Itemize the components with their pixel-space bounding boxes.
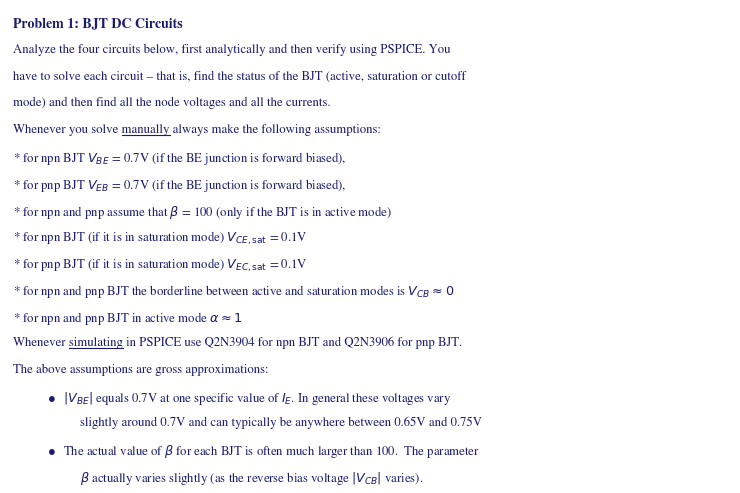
Text: •: • (48, 446, 56, 459)
Text: * for npn BJT (if it is in saturation mode) $V_{CE,\mathrm{sat}}$ = 0.1V: * for npn BJT (if it is in saturation mo… (13, 230, 308, 247)
Text: * for pnp BJT $V_{EB}$ = 0.7V (if the BE junction is forward biased),: * for pnp BJT $V_{EB}$ = 0.7V (if the BE… (13, 177, 347, 194)
Text: * for npn and pnp BJT in active mode $\alpha \approx 1$: * for npn and pnp BJT in active mode $\a… (13, 310, 243, 327)
Text: $|V_{BE}|$ equals 0.7V at one specific value of $I_E$. In general these voltages: $|V_{BE}|$ equals 0.7V at one specific v… (63, 390, 451, 407)
Text: have to solve each circuit – that is, find the status of the BJT (active, satura: have to solve each circuit – that is, fi… (13, 70, 466, 82)
Text: Whenever: Whenever (13, 337, 70, 349)
Text: * for npn BJT $V_{BE}$ = 0.7V (if the BE junction is forward biased),: * for npn BJT $V_{BE}$ = 0.7V (if the BE… (13, 150, 347, 167)
Text: The above assumptions are gross approximations:: The above assumptions are gross approxim… (13, 363, 269, 376)
Text: Analyze the four circuits below, first analytically and then verify using PSPICE: Analyze the four circuits below, first a… (13, 44, 451, 56)
Text: Whenever simulating: Whenever simulating (13, 337, 123, 349)
Text: * for npn and pnp assume that $\beta$ = 100 (only if the BJT is in active mode): * for npn and pnp assume that $\beta$ = … (13, 204, 392, 220)
Text: $\beta$ actually varies slightly (as the reverse bias voltage $|V_{CB}|$ varies): $\beta$ actually varies slightly (as the… (80, 470, 423, 487)
Text: mode) and then find all the node voltages and all the currents.: mode) and then find all the node voltage… (13, 97, 331, 109)
Text: Whenever you solve manually: Whenever you solve manually (13, 124, 169, 136)
Text: * for pnp BJT (if it is in saturation mode) $V_{EC,\mathrm{sat}}$ = 0.1V: * for pnp BJT (if it is in saturation mo… (13, 257, 308, 274)
Text: Whenever simulating in PSPICE use Q2N3904 for npn BJT and Q2N3906 for pnp BJT.: Whenever simulating in PSPICE use Q2N390… (13, 337, 462, 349)
Text: * for npn and pnp BJT the borderline between active and saturation modes is $V_{: * for npn and pnp BJT the borderline bet… (13, 283, 454, 300)
Text: slightly around 0.7V and can typically be anywhere between 0.65V and 0.75V: slightly around 0.7V and can typically b… (80, 417, 482, 429)
Text: •: • (48, 392, 56, 406)
Text: Whenever you solve: Whenever you solve (13, 124, 122, 136)
Text: Problem 1: BJT DC Circuits: Problem 1: BJT DC Circuits (13, 17, 183, 30)
Text: Whenever you solve manually always make the following assumptions:: Whenever you solve manually always make … (13, 124, 381, 136)
Text: The actual value of $\beta$ for each BJT is often much larger than 100.  The par: The actual value of $\beta$ for each BJT… (63, 443, 480, 460)
